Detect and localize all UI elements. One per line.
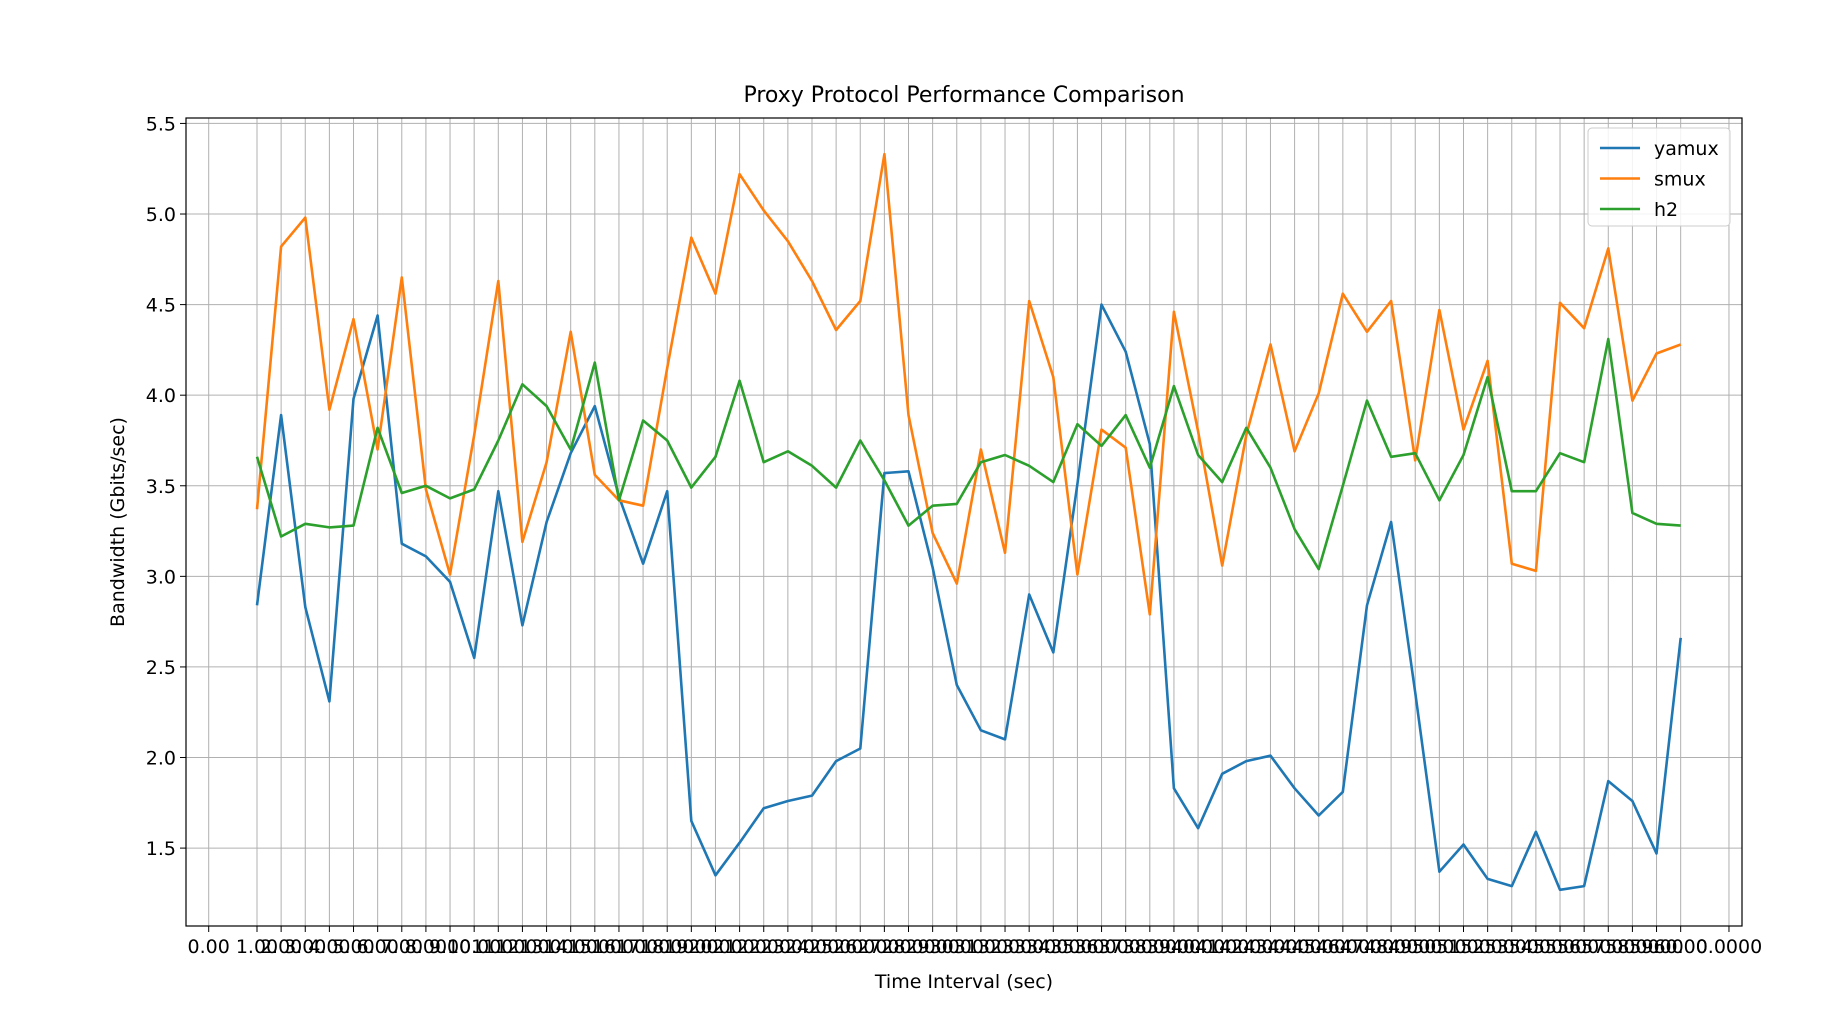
x-tick-label: 49.00 [1388, 936, 1442, 958]
y-tick-label: 2.5 [146, 657, 176, 679]
x-tick-label: 28.00 [881, 936, 935, 958]
x-tick-label: 53.00 [1485, 936, 1539, 958]
x-tick-label: 45.00 [1292, 936, 1346, 958]
x-tick-label: 6.00 [356, 936, 398, 958]
x-tick-label: 30.00 [930, 936, 984, 958]
x-tick-label: 23.00 [761, 936, 815, 958]
x-tick-label: 0.0000 [1696, 936, 1762, 958]
x-tick-label: 3.00 [284, 936, 326, 958]
y-tick-label: 3.5 [146, 476, 176, 498]
x-tick-label: 22.00 [737, 936, 791, 958]
x-tick-label: 2.00 [260, 936, 302, 958]
x-tick-label: 29.00 [905, 936, 959, 958]
series-line-smux [255, 152, 1682, 616]
series-line-yamux [255, 303, 1682, 892]
x-tick-label: 60.00 [1653, 936, 1707, 958]
x-tick-label: 32.00 [978, 936, 1032, 958]
legend-label-h2: h2 [1654, 199, 1678, 221]
plot-frame [185, 117, 1743, 927]
x-tick-label: 46.00 [1316, 936, 1370, 958]
x-tick-label: 17.00 [616, 936, 670, 958]
x-tick-label: 0.00 [188, 936, 230, 958]
x-tick-label: 40.00 [1171, 936, 1225, 958]
y-axis-label: Bandwidth (Gbits/sec) [107, 417, 129, 627]
x-tick-label: 55.00 [1533, 936, 1587, 958]
x-tick-label: 24.00 [785, 936, 839, 958]
x-tick-label: 51.00 [1436, 936, 1490, 958]
x-tick-label: 56.00 [1557, 936, 1611, 958]
chart-title: Proxy Protocol Performance Comparison [743, 83, 1184, 108]
x-tick-label: 47.00 [1340, 936, 1394, 958]
x-tick-label: 21.00 [712, 936, 766, 958]
x-tick-label: 39.00 [1147, 936, 1201, 958]
x-tick-label: 7.00 [381, 936, 423, 958]
x-tick-label: 20.00 [688, 936, 742, 958]
x-tick-label: 8.00 [405, 936, 447, 958]
legend-label-smux: smux [1654, 169, 1706, 191]
y-tick-label: 4.0 [146, 385, 176, 407]
x-tick-label: 19.00 [664, 936, 718, 958]
x-tick-label: 43.00 [1243, 936, 1297, 958]
legend-label-yamux: yamux [1654, 138, 1719, 160]
x-tick-label: 44.00 [1267, 936, 1321, 958]
legend: yamux smux h2 [1587, 127, 1731, 227]
x-tick-label: 58.00 [1605, 936, 1659, 958]
x-tick-label: 26.00 [833, 936, 887, 958]
y-tick-label: 5.0 [146, 204, 176, 226]
y-tick-label: 3.0 [146, 566, 176, 588]
x-tick-label: 16.00 [592, 936, 646, 958]
x-tick-label: 14.00 [543, 936, 597, 958]
x-tick-label: 50.00 [1412, 936, 1466, 958]
y-tick-label: 4.5 [146, 295, 176, 317]
x-tick-label: 54.00 [1509, 936, 1563, 958]
x-tick-label: 38.00 [1123, 936, 1177, 958]
x-tick-label: 13.00 [519, 936, 573, 958]
x-axis-label: Time Interval (sec) [874, 971, 1053, 993]
x-tick-label: 25.00 [809, 936, 863, 958]
x-tick-label: 41.00 [1195, 936, 1249, 958]
axis-ticks: 1.002.003.004.005.006.007.008.009.0010.0… [146, 113, 1762, 958]
x-tick-label: 35.00 [1050, 936, 1104, 958]
x-tick-label: 5.00 [332, 936, 374, 958]
y-tick-label: 1.5 [146, 838, 176, 860]
x-tick-label: 48.00 [1364, 936, 1418, 958]
x-tick-label: 33.00 [1002, 936, 1056, 958]
x-tick-label: 15.00 [568, 936, 622, 958]
x-tick-label: 1.00 [236, 936, 278, 958]
legend-box [1587, 127, 1731, 227]
x-tick-label: 31.00 [954, 936, 1008, 958]
y-tick-label: 2.0 [146, 748, 176, 770]
x-tick-label: 10.00 [447, 936, 501, 958]
x-tick-label: 59.00 [1629, 936, 1683, 958]
x-tick-label: 36.00 [1074, 936, 1128, 958]
x-tick-label: 42.00 [1219, 936, 1273, 958]
x-tick-label: 4.00 [308, 936, 350, 958]
x-tick-label: 52.00 [1460, 936, 1514, 958]
series-line-h2 [255, 337, 1681, 571]
x-tick-label: 34.00 [1026, 936, 1080, 958]
x-tick-label: 18.00 [640, 936, 694, 958]
grid-lines [186, 118, 1742, 926]
x-tick-label: 11.00 [471, 936, 525, 958]
x-tick-label: 27.00 [857, 936, 911, 958]
x-tick-label: 57.00 [1581, 936, 1635, 958]
x-tick-label: 37.00 [1098, 936, 1152, 958]
series-lines [255, 152, 1682, 892]
x-tick-label: 9.00 [429, 936, 471, 958]
x-tick-label: 12.00 [495, 936, 549, 958]
y-tick-label: 5.5 [146, 113, 176, 135]
